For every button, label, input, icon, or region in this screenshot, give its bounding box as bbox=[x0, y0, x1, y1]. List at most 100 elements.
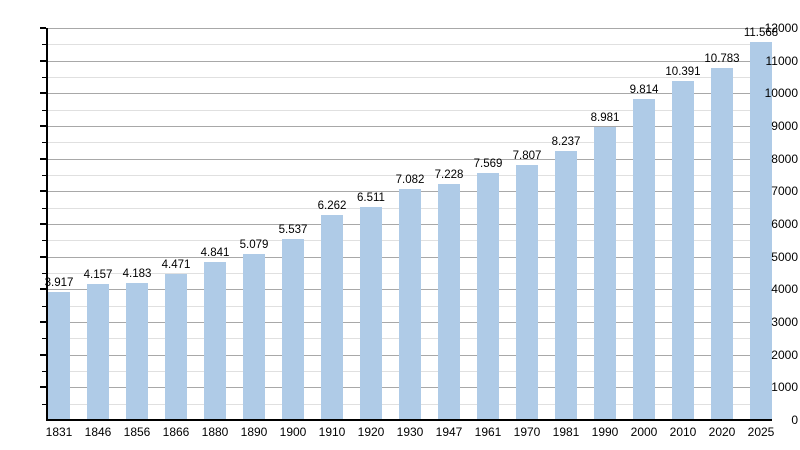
bar-value-label: 11.568 bbox=[743, 27, 779, 40]
x-tick-label: 1930 bbox=[396, 425, 424, 439]
bar-2020 bbox=[711, 67, 733, 420]
y-tick-label: 2000 bbox=[771, 347, 798, 362]
bar-1990 bbox=[594, 126, 616, 420]
bar-value-label: 8.237 bbox=[551, 135, 581, 148]
gridline-minor bbox=[48, 142, 772, 144]
bar-1930 bbox=[399, 188, 421, 420]
x-tick-label: 2020 bbox=[708, 425, 736, 439]
y-tick-minor bbox=[42, 175, 46, 176]
y-tick-minor bbox=[42, 44, 46, 46]
bar-value-label: 9.814 bbox=[629, 84, 659, 97]
bar-1866 bbox=[165, 273, 187, 420]
x-tick-label: 1831 bbox=[45, 425, 73, 439]
y-tick-major bbox=[40, 321, 46, 323]
bar-value-label: 6.262 bbox=[317, 200, 347, 213]
bar-1900 bbox=[282, 239, 304, 420]
bar-1947 bbox=[438, 183, 460, 420]
y-tick-major bbox=[40, 157, 46, 160]
y-tick-minor bbox=[42, 109, 46, 111]
y-tick-minor bbox=[42, 77, 46, 78]
x-tick-label: 2010 bbox=[669, 425, 697, 439]
gridline-major bbox=[48, 28, 772, 29]
x-tick-label: 1990 bbox=[591, 425, 619, 439]
x-tick-label: 1910 bbox=[318, 425, 346, 439]
x-tick-label: 1920 bbox=[357, 425, 385, 439]
bar-value-label: 3.917 bbox=[44, 277, 74, 290]
x-tick-label: 1981 bbox=[552, 425, 580, 439]
y-tick-minor bbox=[42, 305, 46, 307]
y-tick-major bbox=[40, 125, 46, 127]
x-tick-label: 1890 bbox=[240, 425, 268, 439]
bar-1831 bbox=[48, 292, 70, 420]
y-tick-major bbox=[40, 223, 46, 225]
y-tick-minor bbox=[42, 273, 46, 274]
bar-value-label: 7.082 bbox=[395, 173, 425, 186]
x-tick-label: 1961 bbox=[474, 425, 502, 439]
y-tick-major bbox=[40, 386, 46, 389]
x-tick-label: 1880 bbox=[201, 425, 229, 439]
y-tick-label: 4000 bbox=[771, 282, 798, 297]
bar-value-label: 8.981 bbox=[590, 111, 620, 124]
x-tick-label: 1947 bbox=[435, 425, 463, 439]
y-tick-label: 7000 bbox=[771, 184, 798, 199]
y-tick-minor bbox=[42, 371, 46, 372]
x-tick-label: 2000 bbox=[630, 425, 658, 439]
y-tick-label: 10000 bbox=[764, 86, 798, 101]
bar-2000 bbox=[633, 99, 655, 420]
bar-value-label: 10.783 bbox=[704, 52, 740, 65]
gridline-minor bbox=[48, 175, 772, 176]
x-tick-label: 1970 bbox=[513, 425, 541, 439]
bar-value-label: 7.807 bbox=[512, 149, 542, 162]
y-tick-major bbox=[40, 27, 46, 29]
plot-area: 3.917 4.157 4.183 4.471 4.841 5.079 5.537 6.262… bbox=[44, 27, 778, 420]
y-tick-minor bbox=[42, 403, 46, 405]
y-tick-label: 5000 bbox=[771, 249, 798, 264]
bar-value-label: 4.841 bbox=[200, 246, 230, 259]
gridline-minor bbox=[48, 77, 772, 78]
bar-value-label: 4.471 bbox=[161, 258, 191, 271]
y-tick-minor bbox=[42, 338, 46, 340]
bar-value-label: 4.183 bbox=[122, 268, 152, 281]
bar-value-label: 6.511 bbox=[357, 192, 385, 205]
bar-value-label: 4.157 bbox=[83, 269, 113, 282]
bar-1910 bbox=[321, 215, 343, 420]
bar-1880 bbox=[204, 261, 226, 420]
y-tick-minor bbox=[42, 142, 46, 144]
y-tick-major bbox=[40, 288, 46, 291]
x-tick-label: 1856 bbox=[123, 425, 151, 439]
y-tick-label: 8000 bbox=[771, 151, 798, 166]
bar-1981 bbox=[555, 150, 577, 420]
y-tick-major bbox=[40, 92, 46, 95]
y-tick-major bbox=[40, 353, 46, 356]
x-tick-label: 2025 bbox=[747, 425, 775, 439]
x-axis-line bbox=[46, 419, 772, 421]
bar-1890 bbox=[243, 254, 265, 420]
gridline-major bbox=[48, 93, 772, 95]
gridline-major bbox=[48, 60, 772, 62]
y-tick-label: 12000 bbox=[764, 21, 798, 35]
bar-1961 bbox=[477, 172, 499, 420]
bar-value-label: 5.079 bbox=[239, 239, 269, 252]
y-tick-major bbox=[40, 59, 46, 62]
y-tick-major bbox=[40, 255, 46, 258]
bar-1846 bbox=[87, 284, 109, 420]
bar-1970 bbox=[516, 164, 538, 420]
bar-2025 bbox=[750, 42, 772, 420]
x-tick-label: 1900 bbox=[279, 425, 307, 439]
y-tick-major bbox=[40, 190, 46, 193]
y-tick-minor bbox=[42, 240, 46, 242]
bar-1856 bbox=[126, 283, 148, 420]
y-tick-minor bbox=[42, 207, 46, 209]
bar-1920 bbox=[360, 207, 382, 420]
bar-value-label: 10.391 bbox=[665, 65, 701, 78]
y-tick-label: 3000 bbox=[771, 315, 798, 329]
gridline-major bbox=[48, 158, 772, 160]
y-tick-label: 9000 bbox=[771, 119, 798, 133]
y-tick-label: 6000 bbox=[771, 217, 798, 231]
gridline-minor bbox=[48, 44, 772, 46]
bar-value-label: 5.537 bbox=[278, 224, 308, 237]
bar-value-label: 7.569 bbox=[473, 157, 503, 170]
y-axis-line bbox=[46, 28, 48, 421]
gridline-major bbox=[48, 126, 772, 127]
x-tick-label: 1866 bbox=[162, 425, 190, 439]
